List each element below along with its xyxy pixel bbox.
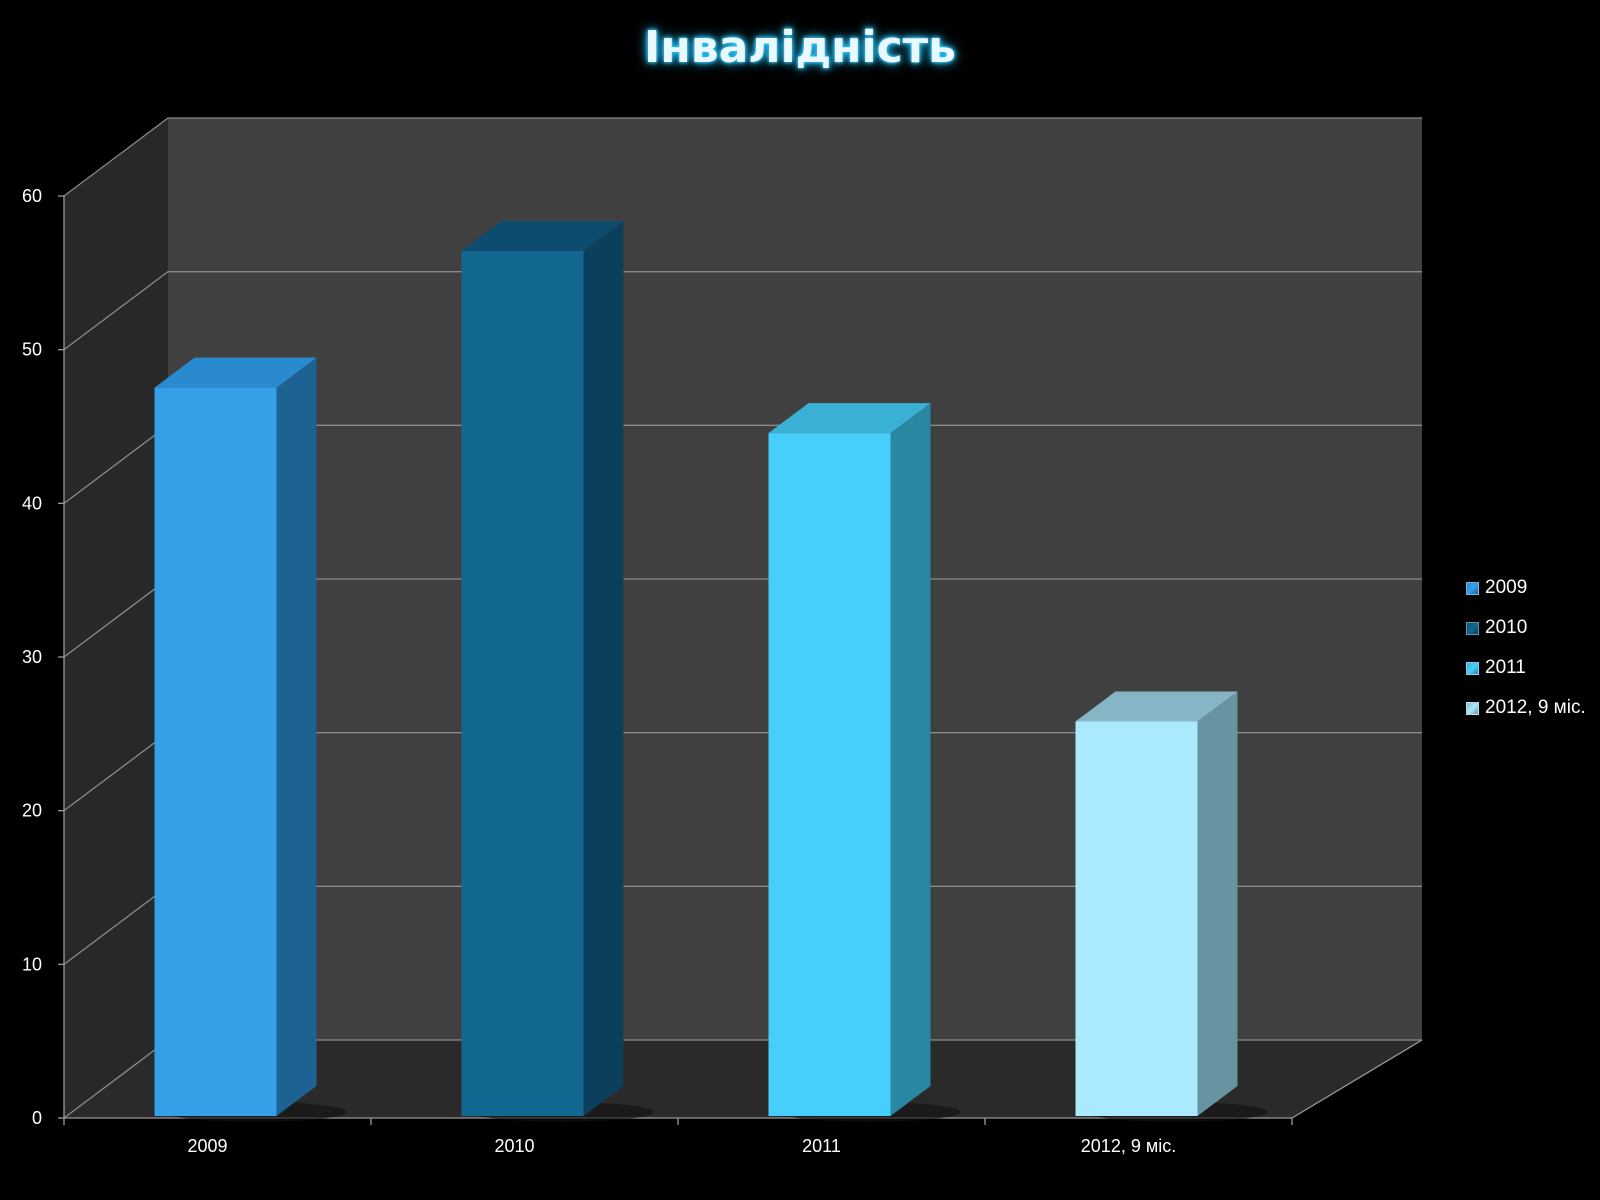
bar-front <box>768 433 891 1116</box>
y-tick-label: 0 <box>32 1108 42 1128</box>
bar-top <box>461 221 624 252</box>
bar-front <box>1075 721 1198 1116</box>
bar-2 <box>768 403 961 1122</box>
y-tick-label: 60 <box>22 186 42 206</box>
bar-side <box>583 221 624 1116</box>
x-tick-label: 2012, 9 міс. <box>1081 1136 1176 1156</box>
bar-front <box>154 387 277 1116</box>
legend-item-2: 2011 <box>1466 648 1586 688</box>
gridline <box>63 117 1422 197</box>
x-tick-label: 2011 <box>802 1136 841 1156</box>
legend-swatch-2 <box>1466 661 1479 675</box>
bar-side <box>276 357 317 1116</box>
floor-edge <box>1291 1039 1423 1119</box>
chart-title: Інвалідність <box>643 22 957 73</box>
bar-front <box>461 251 584 1116</box>
legend-item-3: 2012, 9 міс. <box>1466 688 1586 728</box>
legend-label-0: 2009 <box>1485 577 1528 598</box>
bar-side <box>1197 691 1238 1116</box>
legend-label-2: 2011 <box>1485 657 1526 678</box>
bar-0 <box>154 357 347 1122</box>
legend-item-1: 2010 <box>1466 608 1586 648</box>
x-tick-label: 2009 <box>187 1136 227 1156</box>
y-tick-label: 10 <box>22 954 42 974</box>
legend-swatch-0 <box>1466 581 1479 595</box>
bar-top <box>154 357 317 388</box>
bar-top <box>768 403 931 434</box>
x-tick-label: 2010 <box>494 1136 534 1156</box>
bar-1 <box>461 221 654 1122</box>
legend-swatch-3 <box>1466 701 1479 715</box>
bar-side <box>890 403 931 1116</box>
legend-item-0: 2009 <box>1466 568 1586 608</box>
bar-top <box>1075 691 1238 722</box>
legend: 2009 2010 2011 2012, 9 міс. <box>1466 568 1586 728</box>
legend-label-3: 2012, 9 міс. <box>1485 697 1586 718</box>
gridline <box>63 271 1422 351</box>
legend-swatch-1 <box>1466 621 1479 635</box>
y-tick-label: 30 <box>22 647 42 667</box>
y-tick-label: 40 <box>22 493 42 513</box>
legend-label-1: 2010 <box>1485 617 1528 638</box>
y-tick-label: 50 <box>22 340 42 360</box>
y-tick-label: 20 <box>22 801 42 821</box>
bar-3 <box>1075 691 1268 1122</box>
